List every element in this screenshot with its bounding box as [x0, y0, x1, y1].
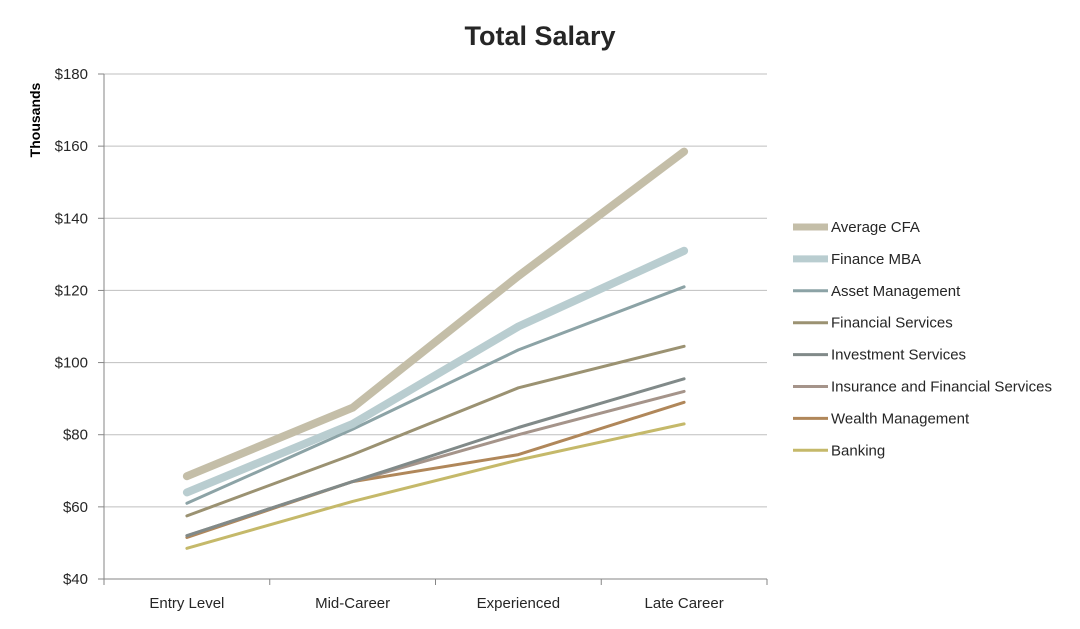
series-line-finance-mba — [182, 246, 689, 497]
x-tick-label: Entry Level — [149, 595, 224, 612]
legend-label-financial-services: Financial Services — [831, 315, 953, 332]
y-axis-label: Thousands — [27, 82, 43, 157]
y-tick-label: $80 — [63, 427, 88, 444]
chart-title: Total Salary — [464, 21, 615, 51]
series-line-asset-management — [185, 285, 686, 505]
legend-label-insurance-and-financial-services: Insurance and Financial Services — [831, 379, 1052, 396]
x-tick-label: Experienced — [477, 595, 560, 612]
series-line-banking — [185, 422, 686, 550]
y-tick-label: $40 — [63, 571, 88, 588]
x-tick-label: Mid-Career — [315, 595, 390, 612]
series-line-financial-services — [185, 344, 686, 518]
axes — [98, 73, 768, 585]
y-tick-label: $180 — [55, 66, 88, 83]
legend-label-investment-services: Investment Services — [831, 347, 966, 364]
legend-label-asset-management: Asset Management — [831, 283, 961, 300]
series-lines — [182, 147, 689, 550]
y-tick-label: $120 — [55, 282, 88, 299]
y-tick-label: $160 — [55, 138, 88, 155]
y-tick-label: $100 — [55, 355, 88, 372]
y-tick-label: $140 — [55, 210, 88, 227]
y-tick-label: $60 — [63, 499, 88, 516]
series-line-investment-services — [185, 377, 686, 538]
legend-label-average-cfa: Average CFA — [831, 219, 920, 236]
gridlines — [104, 73, 767, 508]
legend-label-wealth-management: Wealth Management — [831, 410, 970, 427]
legend-label-finance-mba: Finance MBA — [831, 251, 921, 268]
x-tick-label: Late Career — [645, 595, 724, 612]
legend: Average CFA Finance MBA Asset Management Fi… — [793, 219, 1052, 459]
series-line-average-cfa — [182, 147, 689, 481]
legend-label-banking: Banking — [831, 442, 885, 459]
tick-labels: $40 $60 $80 $100 $120 $140 $160 $180 Entry Level… — [55, 66, 724, 612]
